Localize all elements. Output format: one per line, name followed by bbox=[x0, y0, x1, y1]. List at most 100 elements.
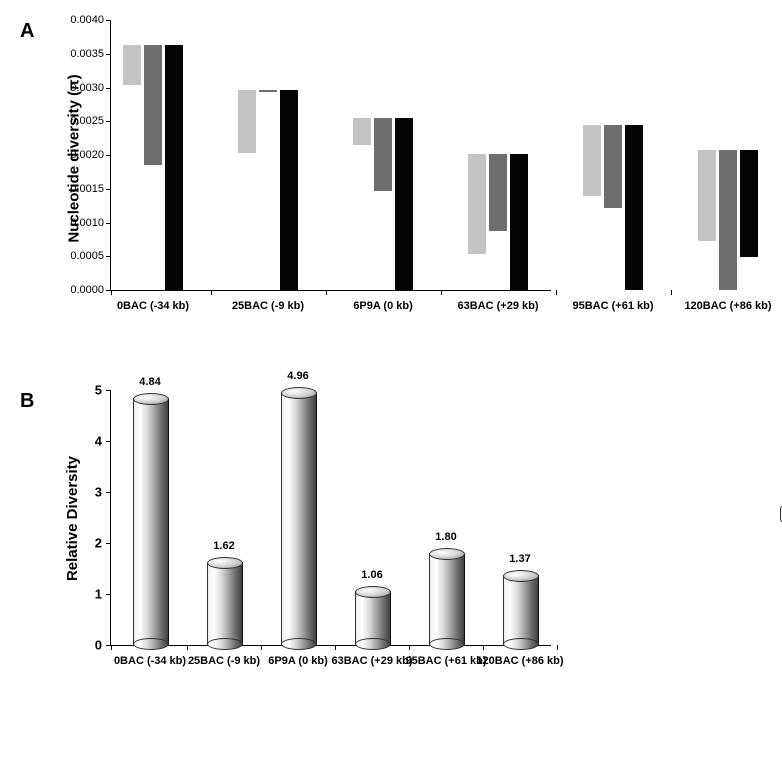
x-tick-mark bbox=[111, 645, 112, 650]
y-tick-label: 0.0040 bbox=[70, 14, 104, 26]
bar bbox=[740, 150, 758, 257]
y-tick-label: 0.0000 bbox=[70, 284, 104, 296]
x-tick-mark bbox=[335, 645, 336, 650]
chart-a-plot: 0BAC (-34 kb)25BAC (-9 kb)6P9A (0 kb)63B… bbox=[110, 20, 551, 291]
bar-value-label: 1.06 bbox=[361, 569, 382, 581]
bar-group bbox=[238, 90, 298, 290]
y-tick-mark bbox=[106, 54, 111, 55]
bar bbox=[719, 150, 737, 290]
bar bbox=[583, 125, 601, 196]
bar-value-label: 1.62 bbox=[213, 540, 234, 552]
bar-group bbox=[123, 45, 183, 290]
x-category-label: 120BAC (+86 kb) bbox=[476, 655, 563, 667]
x-category-label: 0BAC (-34 kb) bbox=[114, 655, 186, 667]
y-tick-label: 2 bbox=[95, 536, 102, 551]
bar bbox=[625, 125, 643, 290]
bar bbox=[238, 90, 256, 153]
bar bbox=[489, 154, 507, 230]
x-tick-mark bbox=[441, 290, 442, 295]
y-tick-label: 3 bbox=[95, 485, 102, 500]
bar bbox=[259, 90, 277, 92]
bar-value-label: 1.37 bbox=[509, 553, 530, 565]
y-tick-label: 0.0020 bbox=[70, 149, 104, 161]
cylinder-bar: 1.62 bbox=[207, 562, 241, 645]
bar-value-label: 4.96 bbox=[287, 370, 308, 382]
bar-group bbox=[583, 125, 643, 290]
y-tick-mark bbox=[106, 543, 111, 544]
bar-group bbox=[698, 150, 758, 290]
y-tick-mark bbox=[106, 88, 111, 89]
panel-b-label: B bbox=[20, 390, 34, 413]
y-tick-mark bbox=[106, 223, 111, 224]
cylinder-top bbox=[429, 548, 465, 560]
y-tick-label: 0.0030 bbox=[70, 82, 104, 94]
panel-a: A Nucleotide diversity (π) 0.00000.00050… bbox=[20, 20, 762, 350]
cylinder-body bbox=[207, 562, 243, 645]
y-tick-label: 5 bbox=[95, 383, 102, 398]
x-category-label: 63BAC (+29 kb) bbox=[331, 655, 412, 667]
cylinder-body bbox=[355, 591, 391, 645]
y-tick-mark bbox=[106, 390, 111, 391]
y-tick-label: 1 bbox=[95, 587, 102, 602]
cylinder-top bbox=[355, 586, 391, 598]
cylinder-bar: 1.80 bbox=[429, 553, 463, 645]
cylinder-body bbox=[281, 392, 317, 645]
y-tick-label: 0.0015 bbox=[70, 183, 104, 195]
x-tick-mark bbox=[409, 645, 410, 650]
panel-b: B Relative Diversity 012345 4.840BAC (-3… bbox=[20, 390, 762, 710]
bar bbox=[604, 125, 622, 208]
x-tick-mark bbox=[187, 645, 188, 650]
x-tick-mark bbox=[671, 290, 672, 295]
x-tick-mark bbox=[556, 290, 557, 295]
cylinder-top bbox=[281, 387, 317, 399]
x-tick-mark bbox=[326, 290, 327, 295]
y-tick-mark bbox=[106, 189, 111, 190]
bar bbox=[510, 154, 528, 290]
chart-b-area: Relative Diversity 012345 4.840BAC (-34 … bbox=[110, 390, 762, 646]
panel-a-label: A bbox=[20, 20, 34, 43]
chart-b-plot: 4.840BAC (-34 kb)1.6225BAC (-9 kb)4.966P… bbox=[110, 390, 551, 646]
cylinder-body bbox=[133, 398, 169, 645]
cylinder-top bbox=[207, 557, 243, 569]
y-tick-mark bbox=[106, 155, 111, 156]
chart-b-ylabel: Relative Diversity bbox=[64, 456, 81, 581]
x-category-label: 95BAC (+61 kb) bbox=[572, 300, 653, 312]
x-tick-mark bbox=[261, 645, 262, 650]
y-tick-label: 0.0025 bbox=[70, 115, 104, 127]
bar bbox=[395, 118, 413, 290]
x-category-label: 25BAC (-9 kb) bbox=[232, 300, 304, 312]
cylinder-bar: 4.84 bbox=[133, 398, 167, 645]
x-category-label: 6P9A (0 kb) bbox=[268, 655, 328, 667]
cylinder-bar: 1.37 bbox=[503, 575, 537, 645]
bar bbox=[468, 154, 486, 254]
bar-value-label: 1.80 bbox=[435, 531, 456, 543]
cylinder-top bbox=[503, 570, 539, 582]
bar-group bbox=[468, 154, 528, 290]
x-category-label: 6P9A (0 kb) bbox=[353, 300, 413, 312]
x-tick-mark bbox=[111, 290, 112, 295]
y-tick-mark bbox=[106, 594, 111, 595]
y-tick-label: 0.0035 bbox=[70, 48, 104, 60]
y-tick-mark bbox=[106, 121, 111, 122]
bar bbox=[698, 150, 716, 241]
y-tick-mark bbox=[106, 20, 111, 21]
cylinder-bottom bbox=[503, 638, 539, 650]
x-category-label: 0BAC (-34 kb) bbox=[117, 300, 189, 312]
x-tick-mark bbox=[557, 645, 558, 650]
x-category-label: 25BAC (-9 kb) bbox=[188, 655, 260, 667]
bar bbox=[280, 90, 298, 290]
x-category-label: 95BAC (+61 kb) bbox=[405, 655, 486, 667]
cylinder-bar: 4.96 bbox=[281, 392, 315, 645]
y-tick-label: 0.0005 bbox=[70, 250, 104, 262]
cylinder-top bbox=[133, 393, 169, 405]
chart-a-area: Nucleotide diversity (π) 0.00000.00050.0… bbox=[110, 20, 762, 291]
y-tick-label: 0 bbox=[95, 638, 102, 653]
cylinder-body bbox=[503, 575, 539, 645]
cylinder-bottom bbox=[281, 638, 317, 650]
bar bbox=[123, 45, 141, 86]
cylinder-bottom bbox=[429, 638, 465, 650]
x-tick-mark bbox=[211, 290, 212, 295]
bar bbox=[353, 118, 371, 145]
cylinder-bar: 1.06 bbox=[355, 591, 389, 645]
x-category-label: 120BAC (+86 kb) bbox=[684, 300, 771, 312]
